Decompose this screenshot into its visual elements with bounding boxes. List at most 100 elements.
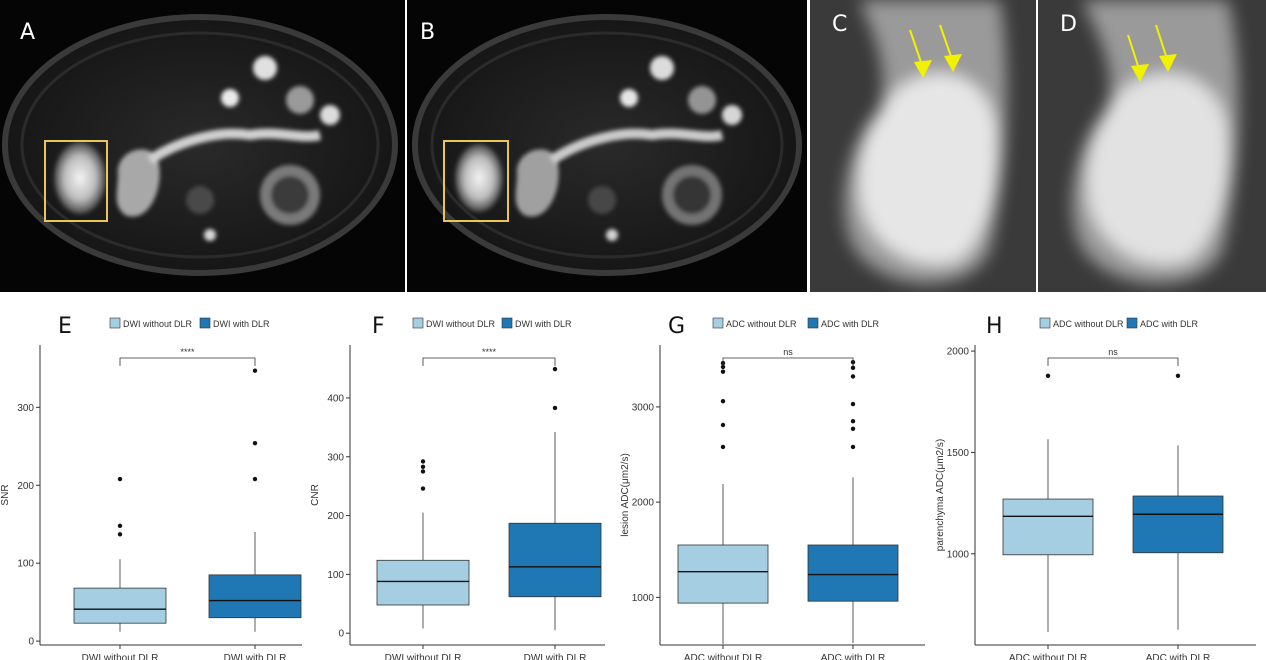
y-tick-label: 1500 — [947, 448, 970, 459]
legend-label-with: DWI with DLR — [515, 319, 572, 329]
outlier-point — [720, 369, 726, 374]
outlier-point — [117, 532, 123, 537]
x-tick-label: ADC without DLR — [684, 653, 762, 660]
outlier-point — [252, 440, 258, 446]
box-with — [1132, 495, 1224, 554]
mri-image-b — [407, 0, 807, 292]
mri-image-a — [0, 0, 405, 292]
outlier-point — [720, 422, 726, 428]
y-tick-label: 3000 — [632, 402, 655, 413]
legend-label-with: DWI with DLR — [213, 319, 270, 329]
panel-label-b: B — [420, 20, 436, 45]
outlier-point — [720, 398, 726, 404]
significance-bracket — [422, 357, 556, 366]
panel-label-g: G — [668, 314, 686, 339]
x-tick-label: DWI with DLR — [524, 653, 587, 660]
mri-zoom-c — [810, 0, 1036, 292]
panel-label-c: C — [832, 12, 848, 37]
y-tick-label: 300 — [327, 452, 344, 463]
significance-label: ns — [783, 347, 793, 357]
outlier-point — [420, 459, 426, 464]
significance-label: **** — [180, 347, 195, 357]
box-with — [807, 544, 899, 602]
outlier-point — [117, 476, 123, 482]
x-tick-label: ADC without DLR — [1009, 653, 1087, 660]
box-with — [508, 522, 602, 598]
panel-label-e: E — [58, 314, 72, 339]
legend-swatch-without — [1039, 317, 1051, 329]
legend-swatch-with — [199, 317, 211, 329]
y-tick-label: 0 — [28, 637, 34, 648]
outlier-point — [850, 401, 856, 407]
legend-swatch-without — [109, 317, 121, 329]
outlier-point — [850, 426, 856, 432]
panel-label-h: H — [986, 314, 1003, 339]
significance-bracket — [1047, 357, 1179, 366]
legend-swatch-without — [712, 317, 724, 329]
y-tick-label: 100 — [17, 559, 34, 570]
y-tick-label: 400 — [327, 393, 344, 404]
box-with — [208, 574, 302, 619]
outlier-point — [420, 469, 426, 474]
outlier-point — [850, 418, 856, 424]
legend-label-with: ADC with DLR — [1140, 319, 1199, 329]
y-tick-label: 200 — [17, 481, 34, 492]
outlier-point — [1045, 373, 1051, 379]
legend-label-with: ADC with DLR — [821, 319, 880, 329]
y-tick-label: 1000 — [632, 593, 655, 604]
outlier-point — [420, 486, 426, 491]
box-without — [1002, 498, 1094, 556]
legend-swatch-with — [1126, 317, 1138, 329]
significance-label: **** — [482, 347, 497, 357]
legend-swatch-without — [412, 317, 424, 329]
y-axis-label: parenchyma ADC(μm2/s) — [935, 439, 946, 551]
y-axis-label: lesion ADC(μm2/s) — [620, 453, 631, 537]
y-axis-label: SNR — [0, 484, 11, 505]
significance-bracket — [722, 357, 854, 366]
outlier-point — [420, 464, 426, 469]
outlier-point — [552, 405, 558, 411]
boxplot-chart-f: DWI without DLR DWI with DLR 0 100 200 300 400… — [305, 300, 615, 660]
y-tick-label: 2000 — [632, 498, 655, 509]
boxplot-chart-h: ADC without DLR ADC with DLR 1000 1500 2000 p… — [930, 300, 1266, 660]
outlier-point — [1175, 373, 1181, 379]
y-tick-label: 1000 — [947, 549, 970, 560]
legend-swatch-with — [807, 317, 819, 329]
x-tick-label: DWI with DLR — [224, 653, 287, 660]
boxplot-chart-g: ADC without DLR ADC with DLR 1000 2000 3000 l… — [605, 300, 935, 660]
panel-label-a: A — [20, 20, 36, 45]
x-tick-label: ADC with DLR — [1146, 653, 1210, 660]
legend-label-without: ADC without DLR — [1053, 319, 1124, 329]
panel-label-d: D — [1060, 12, 1077, 37]
significance-label: ns — [1108, 347, 1118, 357]
box-without — [376, 559, 470, 606]
outlier-point — [850, 444, 856, 450]
y-tick-label: 300 — [17, 403, 34, 414]
y-axis-label: CNR — [310, 484, 321, 506]
legend-label-without: ADC without DLR — [726, 319, 797, 329]
legend-label-without: DWI without DLR — [426, 319, 496, 329]
outlier-point — [117, 523, 123, 528]
outlier-point — [720, 364, 726, 370]
y-tick-label: 200 — [327, 511, 344, 522]
outlier-point — [252, 368, 258, 373]
x-tick-label: DWI without DLR — [385, 653, 462, 660]
outlier-point — [552, 366, 558, 372]
outlier-point — [850, 374, 856, 379]
outlier-point — [252, 476, 258, 482]
x-tick-label: DWI without DLR — [82, 653, 159, 660]
box-without — [677, 544, 769, 604]
outlier-point — [850, 365, 856, 371]
outlier-point — [720, 444, 726, 450]
y-tick-label: 100 — [327, 570, 344, 581]
legend-swatch-with — [501, 317, 513, 329]
panel-label-f: F — [372, 314, 385, 339]
boxplot-chart-e: DWI without DLR DWI with DLR 0 100 200 300 SNR… — [0, 300, 310, 660]
legend-label-without: DWI without DLR — [123, 319, 193, 329]
significance-bracket — [119, 357, 256, 366]
x-tick-label: ADC with DLR — [821, 653, 885, 660]
box-without — [73, 587, 167, 624]
y-tick-label: 2000 — [947, 347, 970, 358]
mri-zoom-d — [1038, 0, 1266, 292]
y-tick-label: 0 — [338, 629, 344, 640]
